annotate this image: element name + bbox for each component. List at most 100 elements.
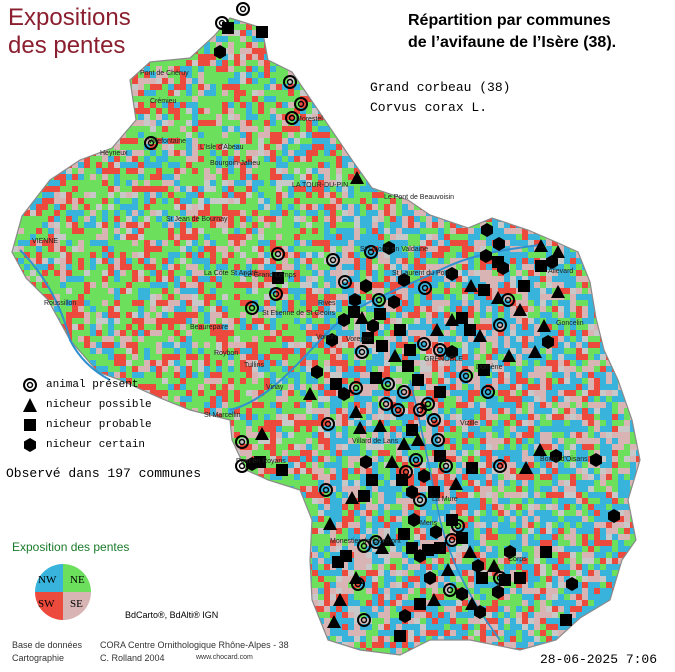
hexagon-marker: [338, 313, 350, 327]
hexagon-marker: [399, 609, 411, 623]
square-marker: [358, 490, 370, 502]
town-label: Rives: [318, 300, 336, 307]
hexagon-icon: [24, 438, 36, 452]
square-marker: [370, 372, 382, 384]
ring-marker: [418, 281, 432, 295]
town-label: Corps: [508, 556, 527, 563]
hexagon-marker: [493, 237, 505, 251]
ring-marker: [351, 577, 365, 591]
square-marker: [478, 364, 490, 376]
square-marker: [478, 284, 490, 296]
town-label: La Mure: [432, 496, 458, 503]
square-marker: [374, 308, 386, 320]
ring-marker: [451, 519, 465, 533]
town-label: Crémieu: [150, 98, 177, 105]
square-marker: [398, 528, 410, 540]
hexagon-marker: [590, 453, 602, 467]
square-marker: [456, 312, 468, 324]
square-marker: [376, 340, 388, 352]
ring-marker: [397, 385, 411, 399]
square-marker: [394, 324, 406, 336]
ring-marker: [409, 453, 423, 467]
ring-marker: [417, 337, 431, 351]
square-marker: [256, 26, 268, 38]
town-label: LA TOUR-DU-PIN: [292, 182, 349, 189]
triangle-marker: [355, 311, 369, 324]
ring-marker: [493, 459, 507, 473]
triangle-marker: [534, 239, 548, 252]
ring-marker: [431, 433, 445, 447]
square-marker: [428, 486, 440, 498]
square-marker: [414, 598, 426, 610]
town-label: Le Pont de Beauvoisin: [384, 194, 455, 201]
square-marker: [434, 386, 446, 398]
triangle-marker: [345, 491, 359, 504]
town-label: Tullins: [244, 362, 264, 369]
town-label: Le Grand Lemps: [244, 272, 297, 279]
triangle-marker: [373, 419, 387, 432]
species-latin-name: Corvus corax L.: [370, 100, 488, 115]
db-label: Base de données: [12, 640, 83, 650]
square-marker: [402, 360, 414, 372]
triangle-marker: [397, 437, 411, 450]
ring-marker: [459, 369, 473, 383]
triangle-marker: [385, 455, 399, 468]
square-marker: [406, 542, 418, 554]
square-marker: [518, 280, 530, 292]
town-label: Vizille: [460, 420, 479, 427]
town-label: St Laurent du Pont: [392, 270, 451, 277]
square-marker: [272, 272, 284, 284]
triangle-marker: [427, 593, 441, 606]
hexagon-marker: [360, 279, 372, 293]
town-label: Pont en Royans: [236, 458, 286, 465]
ring-marker: [399, 465, 413, 479]
hexagon-marker: [472, 559, 484, 573]
ring-marker: [357, 539, 371, 553]
triangle-marker: [388, 349, 402, 362]
triangle-marker: [513, 303, 527, 316]
town-label: St Jean de Bournay: [166, 216, 228, 223]
ring-marker: [364, 245, 378, 259]
carto-value: C. Rolland 2004: [100, 653, 165, 663]
triangle-marker: [551, 285, 565, 298]
hexagon-marker: [446, 267, 458, 281]
hexagon-marker: [504, 545, 516, 559]
hexagon-marker: [497, 261, 509, 275]
hexagon-marker: [338, 387, 350, 401]
town-label: VIENNE: [32, 238, 59, 245]
ring-marker: [357, 613, 371, 627]
square-marker: [362, 332, 374, 344]
square-marker: [404, 344, 416, 356]
observed-count: Observé dans 197 communes: [6, 466, 202, 481]
map-title: Expositions des pentes: [8, 4, 131, 59]
ring-marker: [439, 459, 453, 473]
square-marker: [456, 532, 468, 544]
town-label: Villard de Lans: [352, 438, 399, 445]
legend-item-possible: nicheur possible: [22, 396, 152, 414]
triangle-icon: [23, 398, 37, 412]
ring-marker: [319, 483, 333, 497]
town-label: Goncelin: [556, 320, 584, 327]
hexagon-marker: [408, 513, 420, 527]
square-marker: [540, 546, 552, 558]
town-label: La Côte St André: [204, 270, 258, 277]
triangle-marker: [430, 323, 444, 336]
ring-marker: [235, 435, 249, 449]
town-label: Voiron: [316, 334, 336, 341]
ring-marker: [372, 293, 386, 307]
compass-se: SE: [70, 598, 83, 610]
hexagon-marker: [418, 469, 430, 483]
town-label: Beaurepaire: [190, 324, 229, 331]
square-marker: [446, 514, 458, 526]
ring-marker: [493, 318, 507, 332]
square-marker: [276, 464, 288, 476]
exposition-compass: [35, 564, 91, 620]
square-marker: [535, 260, 547, 272]
triangle-marker: [303, 387, 317, 400]
town-label: St Geoire en Valdaine: [360, 246, 428, 253]
ring-marker: [481, 385, 495, 399]
square-marker: [222, 22, 234, 34]
ring-marker: [413, 403, 427, 417]
